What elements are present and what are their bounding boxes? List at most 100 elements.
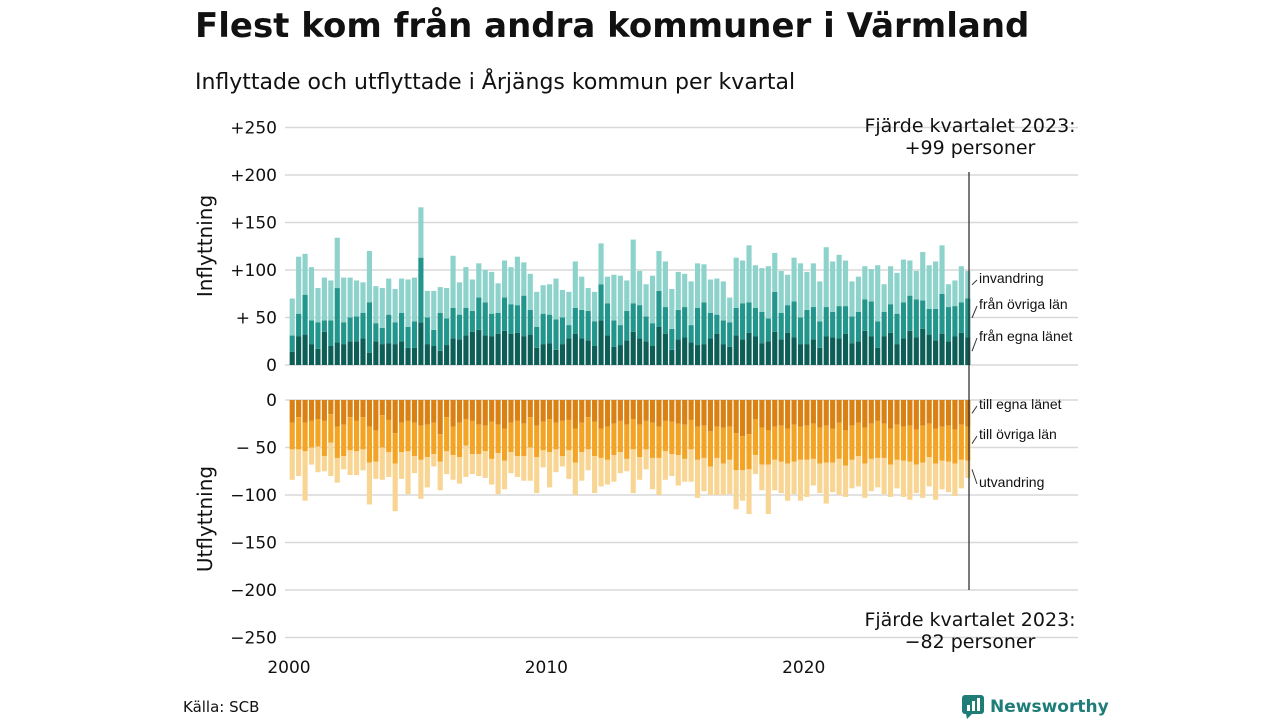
bar-invandring [559,289,566,318]
bar-från-egna-länet [933,340,939,365]
bar-till-övriga-län [624,424,630,459]
bar-från-övriga-län [688,325,694,343]
bar-till-egna-länet [868,400,874,424]
bar-från-övriga-län [778,312,784,340]
bar-från-egna-länet [823,336,829,365]
bar-till-övriga-län [842,430,849,466]
bar-från-egna-länet [321,331,327,365]
bar-från-övriga-län [418,257,424,323]
bar-till-övriga-län [315,419,321,447]
bar-från-egna-länet [360,338,366,365]
bar-utvandring [405,451,411,495]
bar-till-övriga-län [604,426,611,460]
bar-utvandring [669,454,675,476]
bar-från-egna-länet [572,333,578,365]
bar-från-övriga-län [315,322,321,349]
bar-från-övriga-län [540,313,546,345]
bar-invandring [714,278,720,315]
bar-till-egna-länet [662,400,668,421]
bar-från-egna-länet [334,342,340,365]
bar-från-övriga-län [360,312,366,339]
bar-från-övriga-län [572,308,578,334]
bar-invandring [579,276,585,310]
bar-från-egna-länet [379,344,385,365]
bar-till-övriga-län [926,423,932,457]
bar-utvandring [855,456,861,487]
bar-utvandring [598,457,604,487]
bar-till-egna-länet [855,400,861,423]
bar-invandring [637,270,643,306]
bar-invandring [521,262,527,296]
bar-från-övriga-län [842,306,849,334]
bar-från-övriga-län [958,302,964,333]
bar-utvandring [514,456,520,477]
bar-från-övriga-län [379,327,385,345]
source-note: Källa: SCB [183,698,260,716]
bar-till-egna-länet [720,400,726,428]
bar-till-övriga-län [547,419,553,453]
x-tick-label: 2000 [267,658,310,678]
bar-till-egna-länet [379,400,385,416]
bar-från-egna-länet [682,337,688,365]
bar-från-övriga-län [720,320,726,345]
bar-utvandring [810,458,816,486]
bar-till-egna-länet [424,400,430,425]
bar-utvandring [630,449,636,494]
bar-från-övriga-län [862,299,868,331]
bar-invandring [469,279,475,311]
bar-från-egna-länet [592,346,598,365]
bar-till-övriga-län [900,426,907,461]
bar-från-egna-länet [868,336,874,365]
bar-utvandring [759,464,765,491]
bar-till-övriga-län [907,425,913,462]
bar-till-egna-länet [920,400,926,426]
bar-från-egna-länet [656,327,662,365]
bar-till-övriga-län [495,424,501,454]
bar-invandring [945,284,952,308]
bar-utvandring [637,457,643,480]
bar-till-egna-länet [444,400,450,418]
bar-från-egna-länet [527,334,533,365]
bar-till-övriga-län [585,417,591,450]
bar-till-övriga-län [592,421,598,457]
annotation-top-line2: +99 personer [905,137,1036,159]
bar-till-övriga-län [476,424,482,455]
bar-invandring [823,247,829,308]
bar-utvandring [849,459,855,489]
bar-från-övriga-län [810,307,816,340]
bar-från-övriga-län [894,313,900,345]
bar-till-övriga-län [411,422,418,457]
bar-invandring [444,288,450,319]
bar-invandring [366,251,372,303]
bar-utvandring [482,451,488,478]
bar-från-övriga-län [559,317,566,345]
bar-utvandring [714,457,720,495]
bar-från-övriga-län [785,305,791,333]
bar-till-övriga-län [675,423,681,456]
bar-till-egna-länet [701,400,707,426]
bar-invandring [399,278,405,313]
bar-invandring [688,281,694,326]
bar-till-egna-länet [334,400,340,427]
bar-till-egna-länet [347,400,353,418]
bar-invandring [495,283,501,313]
bar-till-övriga-län [682,424,688,459]
bar-till-egna-länet [328,400,334,415]
annotation-bottom-line1: Fjärde kvartalet 2023: [864,609,1075,631]
bar-till-övriga-län [855,422,861,457]
bar-från-egna-länet [386,343,392,365]
bar-till-egna-länet [733,400,739,434]
bar-invandring [373,286,379,324]
bar-utvandring [688,449,694,482]
bar-till-övriga-län [945,425,952,462]
bar-till-egna-länet [456,400,463,423]
bar-invandring [630,239,636,304]
bar-utvandring [907,461,913,500]
bar-invandring [489,271,495,314]
bar-från-övriga-län [714,314,720,334]
bar-utvandring [521,456,527,481]
bar-utvandring [772,459,778,491]
bar-till-övriga-län [611,423,617,456]
bar-till-egna-länet [611,400,617,424]
chart-title: Flest kom från andra kommuner i Värmland [195,6,1030,46]
